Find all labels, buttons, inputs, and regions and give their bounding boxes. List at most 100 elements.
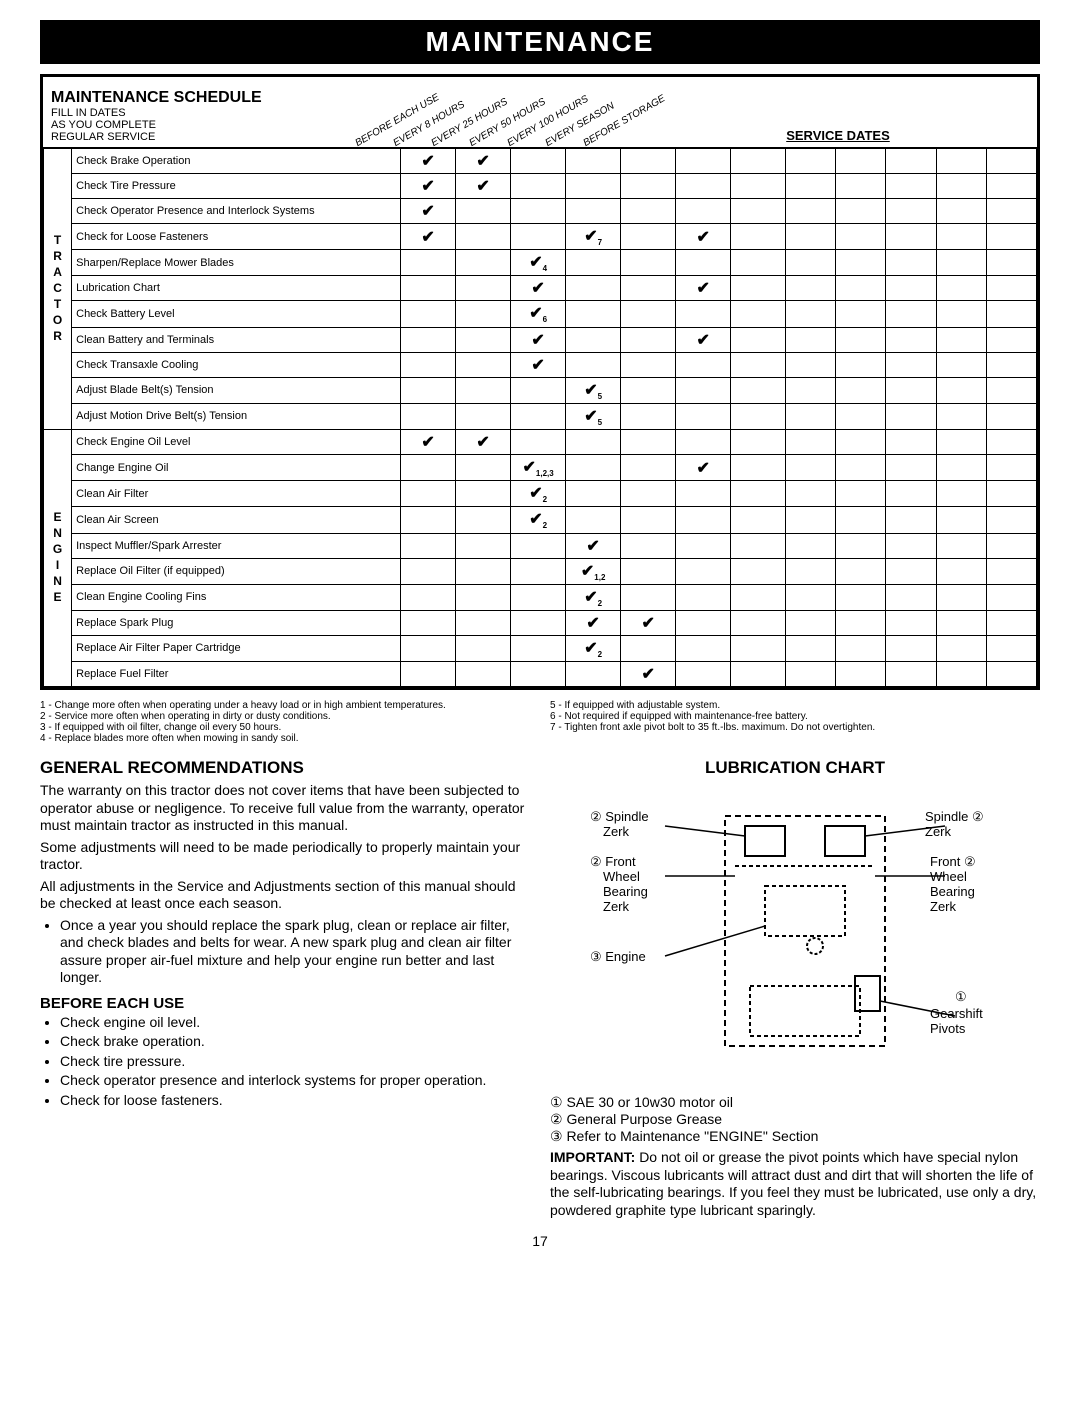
check-cell: ✔ <box>621 610 676 635</box>
check-cell <box>401 454 456 480</box>
service-date-cell <box>936 149 986 174</box>
check-cell <box>731 327 786 352</box>
check-cell <box>731 558 786 584</box>
service-date-cell <box>886 301 936 327</box>
check-cell <box>621 250 676 276</box>
check-cell <box>456 352 511 377</box>
left-column: GENERAL RECOMMENDATIONS The warranty on … <box>40 754 530 1223</box>
task-label: Sharpen/Replace Mower Blades <box>72 250 401 276</box>
check-cell <box>731 507 786 533</box>
footnotes: 1 - Change more often when operating und… <box>40 700 1040 744</box>
check-cell <box>456 481 511 507</box>
check-cell: ✔ <box>401 429 456 454</box>
check-cell: ✔6 <box>511 301 566 327</box>
check-cell <box>621 301 676 327</box>
warranty-paragraph: The warranty on this tractor does not co… <box>40 782 530 835</box>
svg-text:Zerk: Zerk <box>603 899 630 914</box>
check-cell <box>731 429 786 454</box>
task-label: Clean Air Filter <box>72 481 401 507</box>
category-label: ENGINE <box>44 429 72 686</box>
before-each-use-list: Check engine oil level.Check brake opera… <box>40 1014 530 1110</box>
service-date-cell <box>786 507 836 533</box>
check-cell: ✔ <box>456 429 511 454</box>
check-cell <box>456 199 511 224</box>
service-date-cell <box>836 610 886 635</box>
svg-text:Front ②: Front ② <box>930 854 976 869</box>
check-cell <box>621 377 676 403</box>
check-cell <box>676 610 731 635</box>
check-cell: ✔5 <box>566 403 621 429</box>
check-cell <box>621 584 676 610</box>
check-cell <box>511 429 566 454</box>
service-date-cell <box>786 276 836 301</box>
right-column: LUBRICATION CHART <box>550 754 1040 1223</box>
check-cell <box>456 250 511 276</box>
service-date-cell <box>936 199 986 224</box>
service-date-cell <box>886 276 936 301</box>
service-date-cell <box>786 250 836 276</box>
service-date-cell <box>886 584 936 610</box>
check-cell <box>676 635 731 661</box>
check-cell: ✔ <box>456 149 511 174</box>
check-cell <box>456 276 511 301</box>
important-note: IMPORTANT: Do not oil or grease the pivo… <box>550 1149 1040 1219</box>
check-cell <box>401 276 456 301</box>
service-date-cell <box>836 199 886 224</box>
service-date-cell <box>786 481 836 507</box>
check-cell: ✔2 <box>566 584 621 610</box>
check-cell: ✔ <box>401 199 456 224</box>
service-date-cell <box>786 301 836 327</box>
check-cell <box>566 199 621 224</box>
task-label: Clean Battery and Terminals <box>72 327 401 352</box>
check-cell <box>731 276 786 301</box>
svg-text:Bearing: Bearing <box>603 884 648 899</box>
footnote: 4 - Replace blades more often when mowin… <box>40 733 530 744</box>
check-cell <box>676 533 731 558</box>
before-item: Check operator presence and interlock sy… <box>60 1072 530 1090</box>
check-cell <box>676 507 731 533</box>
service-date-cell <box>936 454 986 480</box>
check-cell <box>731 377 786 403</box>
check-cell <box>566 174 621 199</box>
service-date-cell <box>936 276 986 301</box>
service-date-cell <box>786 533 836 558</box>
check-cell <box>731 662 786 687</box>
service-date-cell <box>836 481 886 507</box>
service-date-cell <box>886 558 936 584</box>
service-date-cell <box>786 662 836 687</box>
check-cell <box>456 507 511 533</box>
check-cell <box>676 174 731 199</box>
service-date-cell <box>986 224 1036 250</box>
check-cell <box>401 250 456 276</box>
service-date-cell <box>986 327 1036 352</box>
service-date-cell <box>836 454 886 480</box>
service-date-cell <box>936 327 986 352</box>
before-item: Check tire pressure. <box>60 1053 530 1071</box>
check-cell <box>566 276 621 301</box>
service-dates-header: SERVICE DATES <box>639 128 1037 147</box>
service-date-cell <box>786 454 836 480</box>
service-date-cell <box>836 301 886 327</box>
check-cell <box>676 301 731 327</box>
task-label: Check Battery Level <box>72 301 401 327</box>
service-date-cell <box>786 403 836 429</box>
check-cell <box>401 662 456 687</box>
service-date-cell <box>936 250 986 276</box>
service-date-cell <box>886 149 936 174</box>
service-date-cell <box>986 481 1036 507</box>
page-number: 17 <box>40 1233 1040 1249</box>
check-cell <box>511 224 566 250</box>
service-date-cell <box>986 558 1036 584</box>
task-label: Lubrication Chart <box>72 276 401 301</box>
check-cell: ✔ <box>401 224 456 250</box>
check-cell: ✔ <box>511 276 566 301</box>
task-label: Adjust Blade Belt(s) Tension <box>72 377 401 403</box>
check-cell <box>676 662 731 687</box>
service-date-cell <box>786 610 836 635</box>
check-cell <box>401 403 456 429</box>
check-cell <box>731 403 786 429</box>
check-cell <box>511 533 566 558</box>
check-cell <box>566 507 621 533</box>
check-cell <box>511 662 566 687</box>
svg-text:Wheel: Wheel <box>603 869 640 884</box>
